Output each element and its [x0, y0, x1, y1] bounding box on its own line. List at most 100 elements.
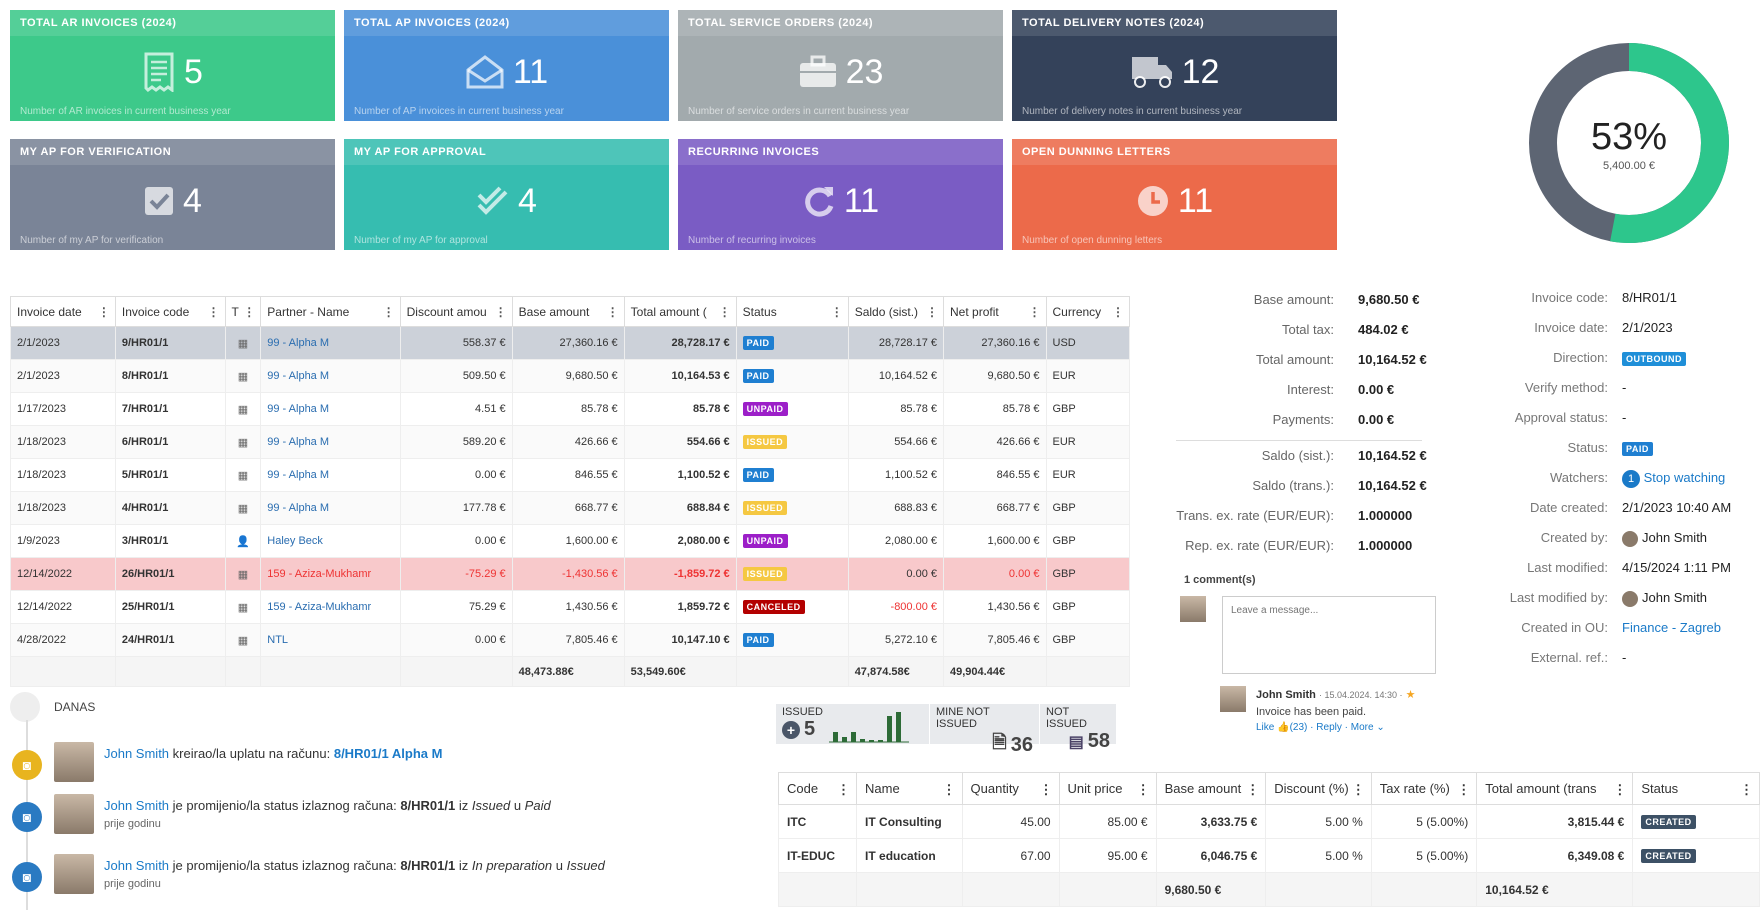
cell-date: 2/1/2023 — [10, 359, 116, 393]
column-menu-icon[interactable]: ⋮ — [830, 305, 843, 319]
column-menu-icon[interactable]: ⋮ — [718, 305, 731, 319]
kpi-tile-1[interactable]: TOTAL AP INVOICES (2024) 11 Number of AP… — [344, 10, 669, 121]
kpi-tile-5[interactable]: MY AP FOR APPROVAL 4 Number of my AP for… — [344, 139, 669, 250]
column-menu-icon[interactable]: ⋮ — [1351, 782, 1365, 797]
timeline-user[interactable]: John Smith — [104, 746, 170, 761]
item-column-header-7[interactable]: Total amount (trans ⋮ — [1476, 772, 1634, 805]
column-header-1[interactable]: Invoice code ⋮ — [114, 296, 226, 327]
table-row[interactable]: 1/17/2023 7/HR01/1 ▦ 99 - Alpha M 4.51 €… — [10, 392, 1130, 426]
timeline-entry: John Smith je promijenio/la status izlaz… — [104, 798, 551, 813]
plus-icon[interactable]: + — [782, 720, 800, 739]
partner-link[interactable]: 99 - Alpha M — [260, 458, 401, 492]
like-link[interactable]: Like — [1256, 722, 1275, 733]
timeline-user[interactable]: John Smith — [104, 858, 170, 873]
meta-value-last_modified_by[interactable]: John Smith — [1642, 590, 1708, 605]
item-column-header-6[interactable]: Tax rate (%) ⋮ — [1370, 772, 1478, 805]
item-column-header-4[interactable]: Base amount ⋮ — [1155, 772, 1267, 805]
partner-link[interactable]: 159 - Aziza-Mukhamr — [260, 557, 401, 591]
item-column-header-1[interactable]: Name ⋮ — [856, 772, 963, 805]
column-header-6[interactable]: Total amount (⋮ — [623, 296, 737, 327]
more-link[interactable]: More — [1350, 722, 1374, 733]
table-row[interactable]: 2/1/2023 9/HR01/1 ▦ 99 - Alpha M 558.37 … — [10, 326, 1130, 360]
table-row[interactable]: 12/14/2022 26/HR01/1 ▦ 159 - Aziza-Mukha… — [10, 557, 1130, 591]
avatar — [54, 854, 94, 894]
table-row[interactable]: 1/18/2023 4/HR01/1 ▦ 99 - Alpha M 177.78… — [10, 491, 1130, 525]
chevron-down-icon[interactable]: ⌄ — [1376, 722, 1385, 733]
kpi-tile-0[interactable]: TOTAL AR INVOICES (2024) 5 Number of AR … — [10, 10, 335, 121]
timeline-user[interactable]: John Smith — [104, 798, 170, 813]
table-row[interactable]: 12/14/2022 25/HR01/1 ▦ 159 - Aziza-Mukha… — [10, 590, 1130, 624]
cell-currency: GBP — [1045, 392, 1130, 426]
item-column-header-8[interactable]: Status ⋮ — [1632, 772, 1760, 805]
kpi-tile-2[interactable]: TOTAL SERVICE ORDERS (2024) 23 Number of… — [678, 10, 1003, 121]
table-row[interactable]: IT-EDUC IT education 67.00 95.00 € 6,046… — [777, 838, 1760, 873]
partner-link[interactable]: 99 - Alpha M — [260, 491, 401, 525]
column-menu-icon[interactable]: ⋮ — [837, 782, 851, 797]
items-total-total: 10,164.52 € — [1476, 872, 1634, 907]
column-menu-icon[interactable]: ⋮ — [1039, 782, 1053, 797]
summary-label: Interest: — [1287, 382, 1334, 397]
item-column-header-2[interactable]: Quantity ⋮ — [961, 772, 1060, 805]
column-menu-icon[interactable]: ⋮ — [942, 782, 956, 797]
column-menu-icon[interactable]: ⋮ — [494, 305, 507, 319]
column-menu-icon[interactable]: ⋮ — [243, 305, 256, 319]
partner-link[interactable]: 159 - Aziza-Mukhamr — [260, 590, 401, 624]
cell-code: 3/HR01/1 — [114, 524, 226, 558]
stop-watching-link[interactable]: Stop watching — [1643, 470, 1726, 485]
kpi-tile-7[interactable]: OPEN DUNNING LETTERS 11 Number of open d… — [1012, 139, 1337, 250]
table-row[interactable]: 2/1/2023 8/HR01/1 ▦ 99 - Alpha M 509.50 … — [10, 359, 1130, 393]
column-header-10[interactable]: Currency ⋮ — [1045, 296, 1130, 327]
thumb-icon[interactable]: 👍 — [1277, 722, 1290, 733]
reply-link[interactable]: Reply — [1316, 722, 1342, 733]
comment-input[interactable] — [1222, 596, 1436, 674]
column-menu-icon[interactable]: ⋮ — [926, 305, 939, 319]
column-header-7[interactable]: Status ⋮ — [735, 296, 849, 327]
cell-code: 8/HR01/1 — [114, 359, 226, 393]
column-header-2[interactable]: T ⋮ — [224, 296, 262, 327]
partner-link[interactable]: 99 - Alpha M — [260, 392, 401, 426]
kpi-tile-6[interactable]: RECURRING INVOICES 11 Number of recurrin… — [678, 139, 1003, 250]
partner-link[interactable]: 99 - Alpha M — [260, 359, 401, 393]
item-qty: 67.00 — [961, 838, 1060, 873]
partner-link[interactable]: 99 - Alpha M — [260, 425, 401, 459]
cell-date: 1/18/2023 — [10, 491, 116, 525]
column-menu-icon[interactable]: ⋮ — [1028, 305, 1041, 319]
column-menu-icon[interactable]: ⋮ — [1740, 782, 1753, 797]
item-unit: 85.00 € — [1058, 804, 1157, 839]
table-row[interactable]: ITC IT Consulting 45.00 85.00 € 3,633.75… — [777, 804, 1760, 839]
item-unit: 95.00 € — [1058, 838, 1157, 873]
column-header-8[interactable]: Saldo (sist.) ⋮ — [847, 296, 945, 327]
item-column-header-0[interactable]: Code ⋮ — [777, 772, 858, 805]
kpi-tile-3[interactable]: TOTAL DELIVERY NOTES (2024) 12 Number of… — [1012, 10, 1337, 121]
column-header-0[interactable]: Invoice date ⋮ — [10, 296, 116, 327]
table-row[interactable]: 1/18/2023 6/HR01/1 ▦ 99 - Alpha M 589.20… — [10, 425, 1130, 459]
partner-link[interactable]: 99 - Alpha M — [260, 326, 401, 360]
column-menu-icon[interactable]: ⋮ — [1136, 782, 1150, 797]
column-menu-icon[interactable]: ⋮ — [97, 305, 110, 319]
column-header-4[interactable]: Discount amou ⋮ — [399, 296, 513, 327]
partner-link[interactable]: NTL — [260, 623, 401, 657]
table-row[interactable]: 1/9/2023 3/HR01/1 👤 Haley Beck 0.00 € 1,… — [10, 524, 1130, 558]
column-menu-icon[interactable]: ⋮ — [606, 305, 619, 319]
column-menu-icon[interactable]: ⋮ — [1457, 782, 1471, 797]
timeline-target[interactable]: 8/HR01/1 Alpha M — [333, 746, 443, 761]
item-column-header-5[interactable]: Discount (%) ⋮ — [1265, 772, 1372, 805]
kpi-tile-4[interactable]: MY AP FOR VERIFICATION 4 Number of my AP… — [10, 139, 335, 250]
column-header-5[interactable]: Base amount ⋮ — [511, 296, 625, 327]
column-menu-icon[interactable]: ⋮ — [1613, 782, 1627, 797]
column-menu-icon[interactable]: ⋮ — [207, 305, 220, 319]
comment-author[interactable]: John Smith — [1256, 689, 1316, 701]
column-menu-icon[interactable]: ⋮ — [1246, 782, 1260, 797]
column-menu-icon[interactable]: ⋮ — [1112, 305, 1124, 319]
meta-value-created_by[interactable]: John Smith — [1642, 530, 1708, 545]
table-row[interactable]: 4/28/2022 24/HR01/1 ▦ NTL 0.00 € 7,805.4… — [10, 623, 1130, 657]
table-row[interactable]: 1/18/2023 5/HR01/1 ▦ 99 - Alpha M 0.00 €… — [10, 458, 1130, 492]
meta-value-created_ou[interactable]: Finance - Zagreb — [1622, 620, 1721, 635]
item-column-header-3[interactable]: Unit price ⋮ — [1058, 772, 1157, 805]
column-menu-icon[interactable]: ⋮ — [382, 305, 395, 319]
column-header-9[interactable]: Net profit ⋮ — [943, 296, 1047, 327]
partner-link[interactable]: Haley Beck — [260, 524, 401, 558]
star-icon[interactable]: ★ — [1405, 689, 1416, 701]
cell-total: 10,147.10 € — [623, 623, 737, 657]
column-header-3[interactable]: Partner - Name ⋮ — [260, 296, 401, 327]
